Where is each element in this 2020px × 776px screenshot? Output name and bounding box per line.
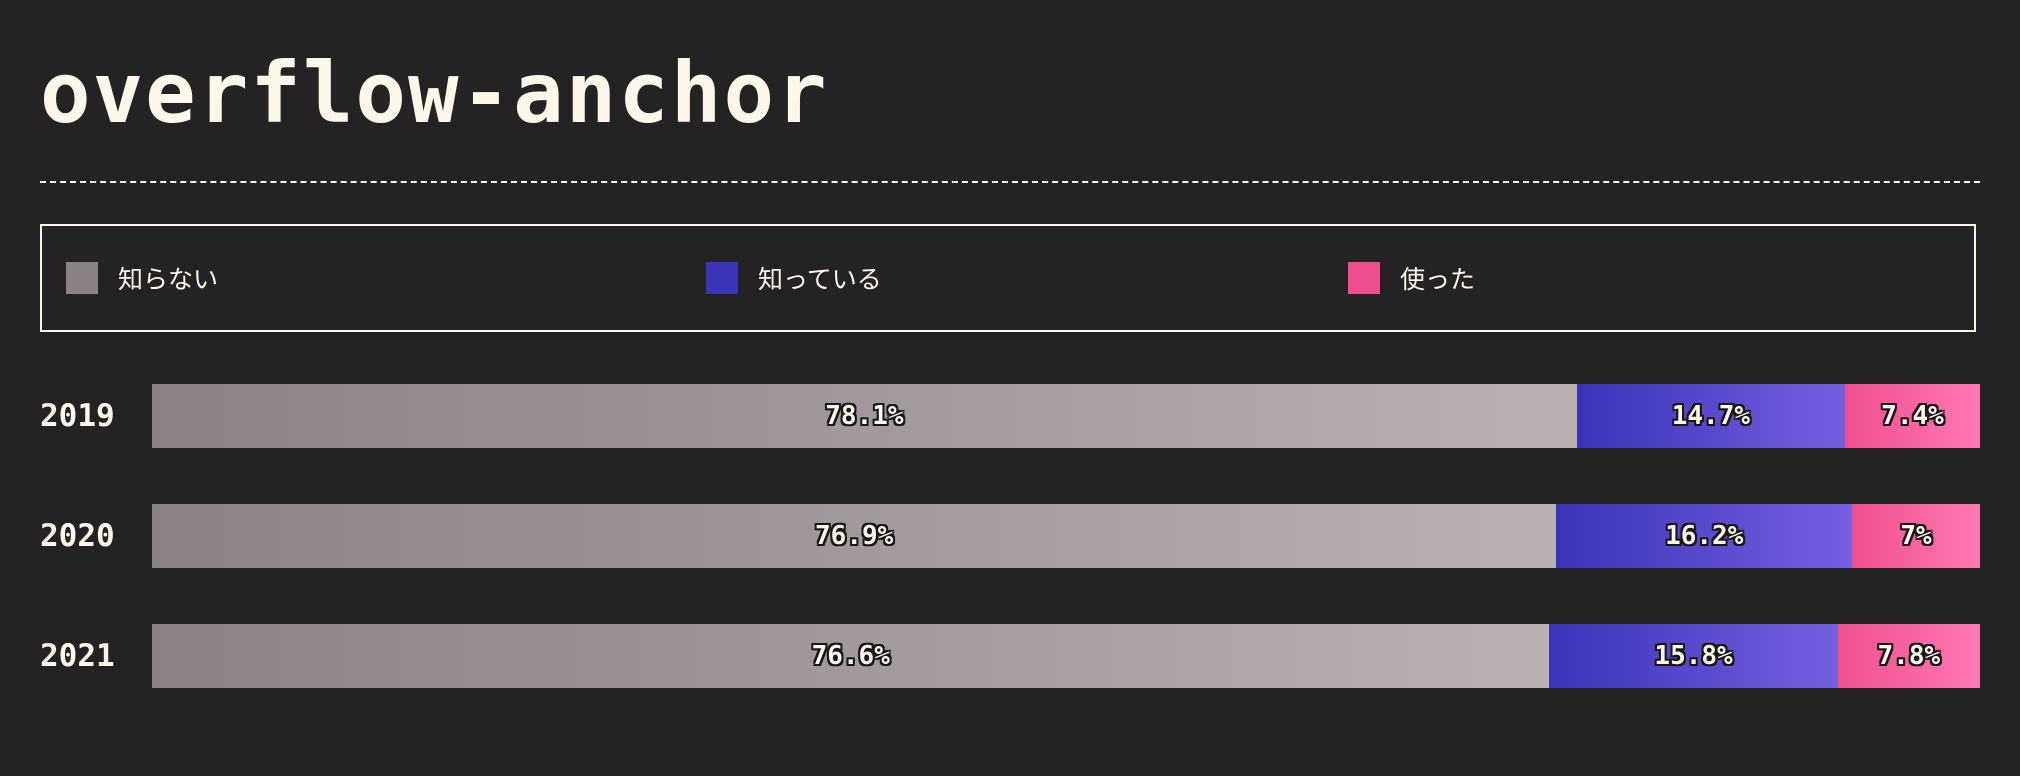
- data-label-unaware-2021: 76.6%: [811, 641, 890, 671]
- row-label-2019: 2019: [40, 398, 115, 434]
- data-label-aware-2020: 16.2%: [1665, 521, 1744, 551]
- bar-segment-used-2021: 7.8%: [1837, 624, 1980, 688]
- title-divider: [40, 181, 1980, 183]
- row-label-2020: 2020: [40, 518, 115, 554]
- legend-label-unaware: 知らない: [118, 265, 219, 294]
- legend-swatch-aware: [706, 262, 738, 294]
- bar-2020: 76.9% 16.2% 7%: [152, 504, 1980, 568]
- legend-label-used: 使った: [1400, 265, 1476, 294]
- data-label-unaware-2020: 76.9%: [815, 521, 894, 551]
- data-label-unaware-2019: 78.1%: [825, 401, 904, 431]
- chart-title: overflow-anchor: [40, 44, 829, 142]
- data-label-used-2020: 7%: [1900, 521, 1932, 551]
- data-label-used-2019: 7.4%: [1881, 401, 1944, 431]
- data-label-aware-2021: 15.8%: [1654, 641, 1733, 671]
- legend-swatch-used: [1348, 262, 1380, 294]
- bar-segment-aware-2021: 15.8%: [1549, 624, 1838, 688]
- legend-item-unaware[interactable]: 知らない: [66, 262, 218, 294]
- legend-label-aware: 知っている: [758, 265, 882, 294]
- data-label-used-2021: 7.8%: [1877, 641, 1941, 671]
- row-label-2021: 2021: [40, 638, 115, 674]
- bar-segment-unaware-2019: 78.1%: [152, 384, 1577, 448]
- bar-segment-aware-2019: 14.7%: [1576, 384, 1845, 448]
- legend-swatch-unaware: [66, 262, 98, 294]
- bar-segment-unaware-2020: 76.9%: [152, 504, 1557, 568]
- bar-segment-unaware-2021: 76.6%: [152, 624, 1550, 688]
- legend-item-aware[interactable]: 知っている: [706, 262, 882, 294]
- chart-legend: 知らない 知っている 使った: [40, 224, 1976, 332]
- bar-segment-used-2020: 7%: [1852, 504, 1980, 568]
- bar-segment-used-2019: 7.4%: [1844, 384, 1980, 448]
- data-label-aware-2019: 14.7%: [1671, 401, 1751, 431]
- bar-2021: 76.6% 15.8% 7.8%: [152, 624, 1980, 688]
- bar-segment-aware-2020: 16.2%: [1556, 504, 1853, 568]
- bar-2019: 78.1% 14.7% 7.4%: [152, 384, 1980, 448]
- legend-item-used[interactable]: 使った: [1348, 262, 1475, 294]
